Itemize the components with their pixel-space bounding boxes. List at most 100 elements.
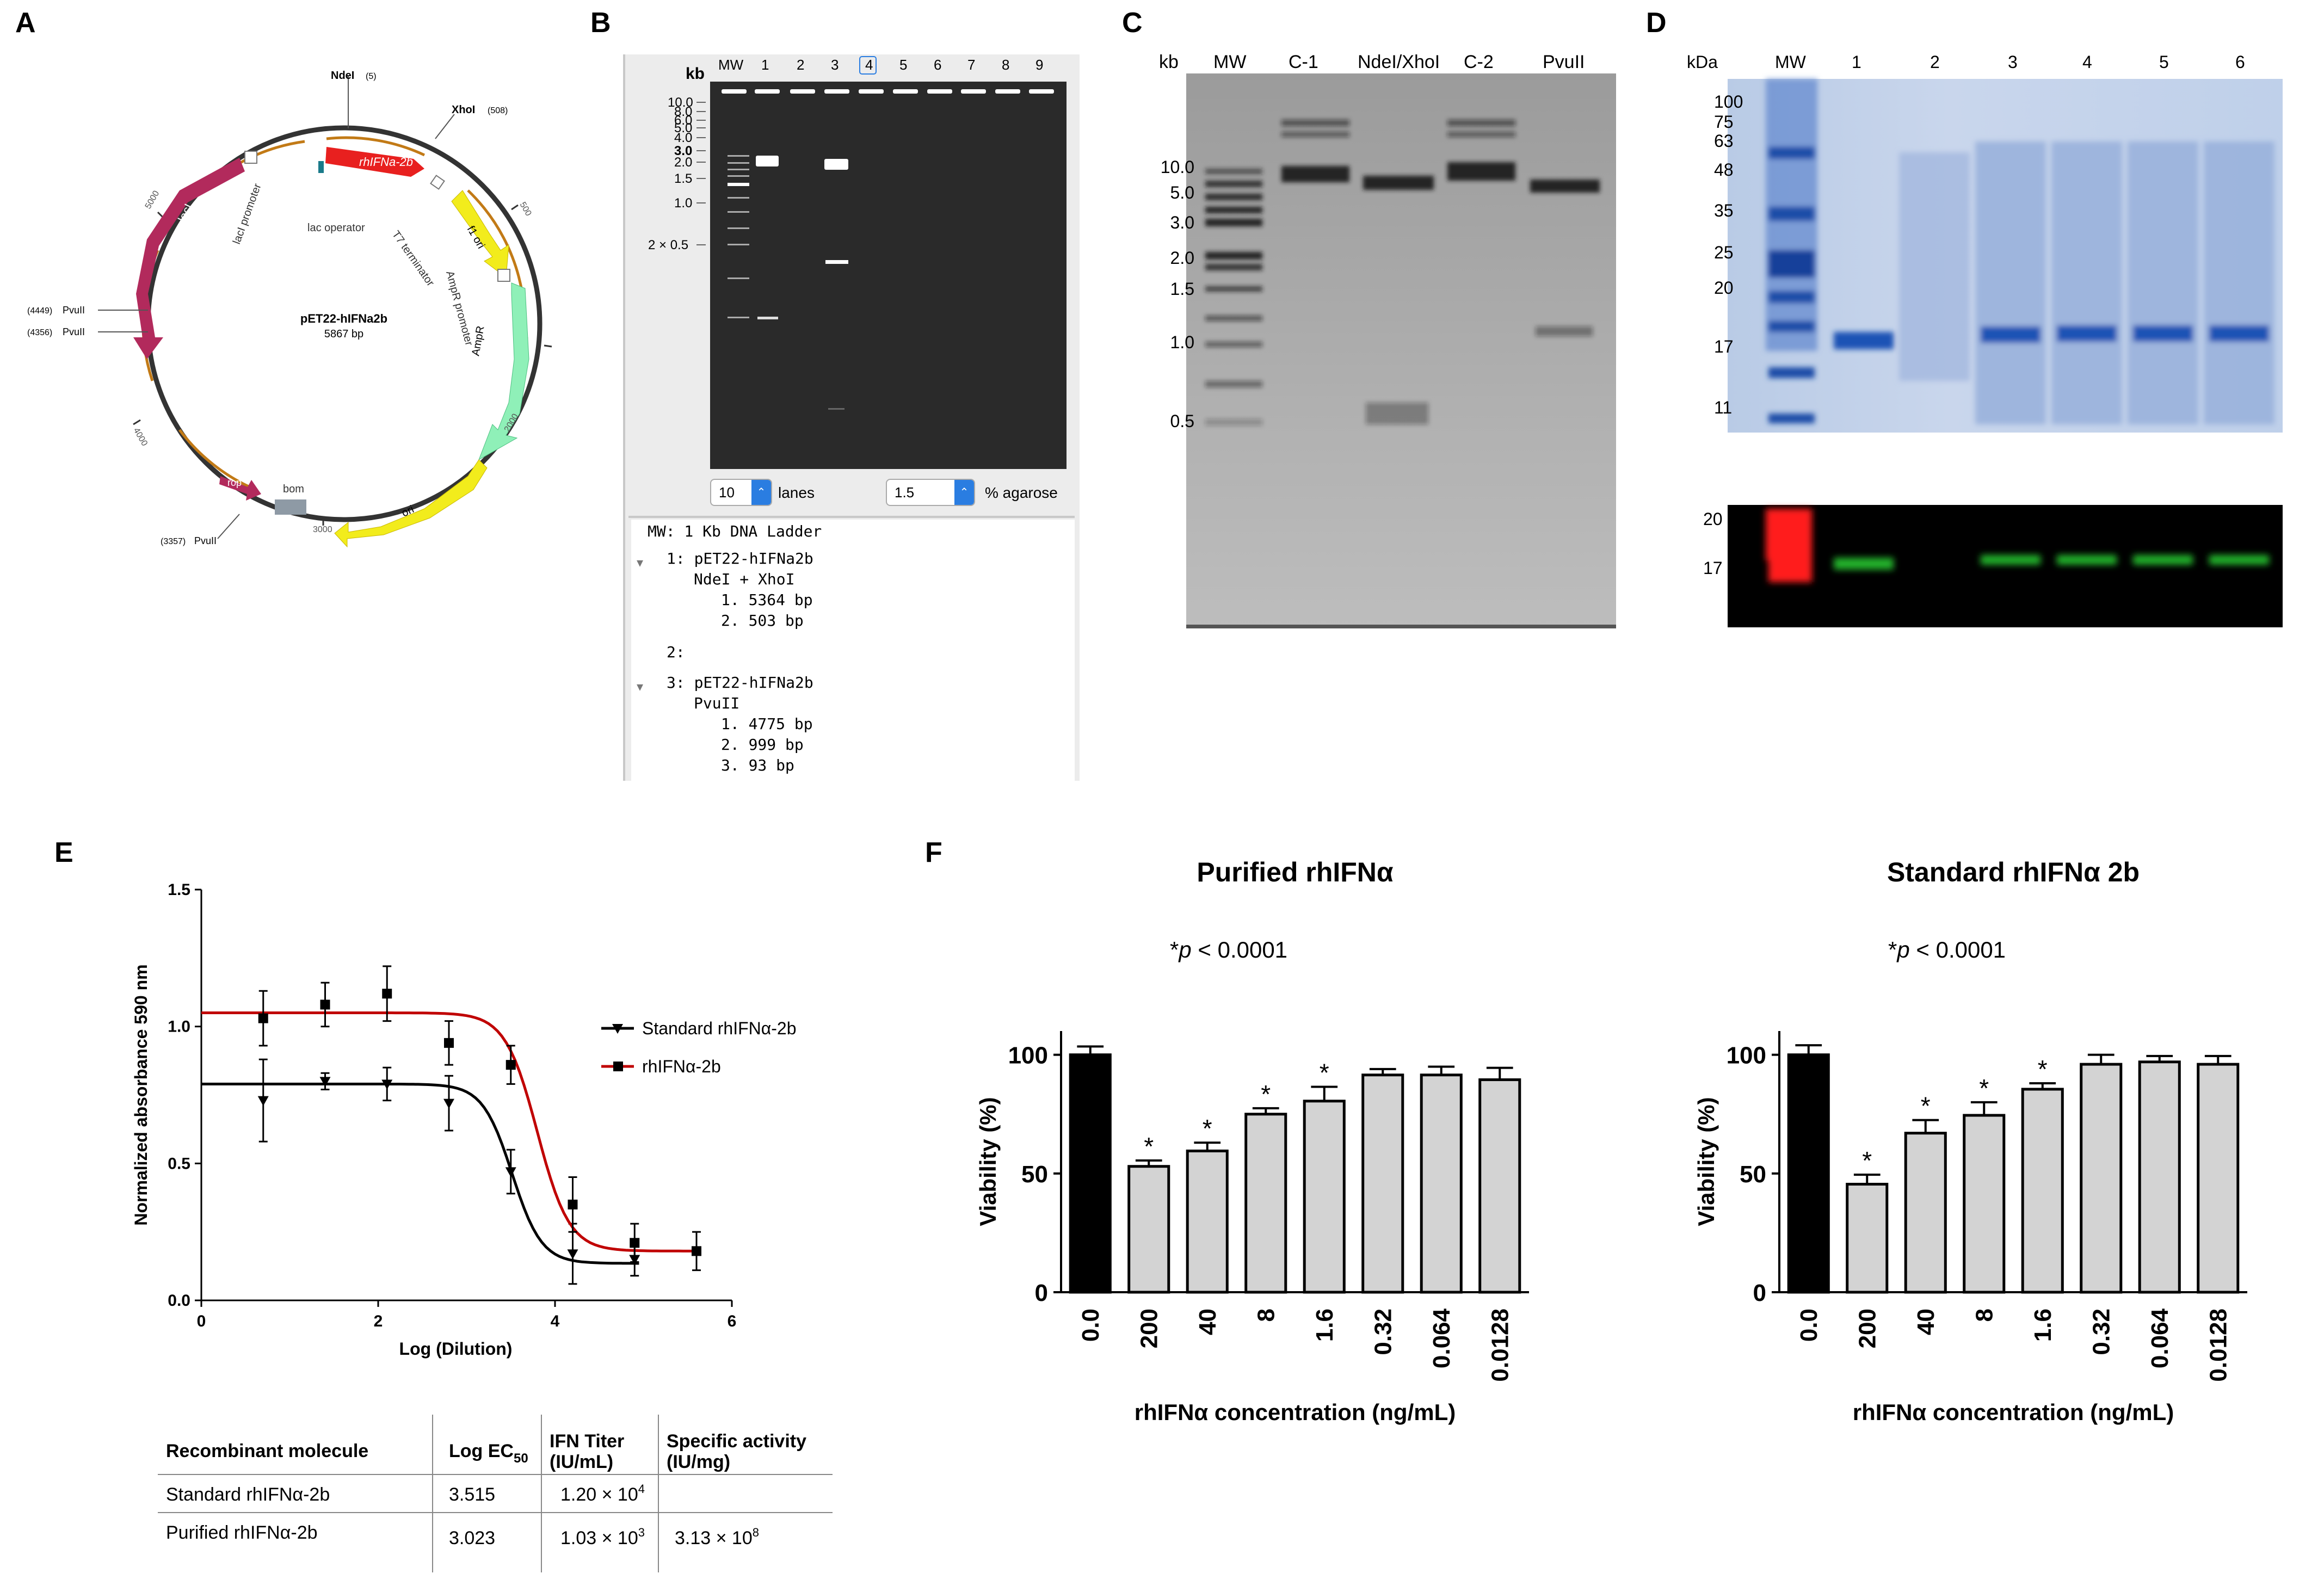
- lanes-label: lanes: [778, 484, 815, 501]
- agarose-select[interactable]: 1.5 ⌃: [886, 479, 975, 506]
- f-sig-star: *: [1203, 1114, 1212, 1143]
- collapse-icon-3[interactable]: ▼: [637, 680, 644, 693]
- site-pvuii-2: PvuII: [63, 326, 85, 337]
- e-point-triangle: [257, 1096, 269, 1106]
- feature-bom-label: bom: [283, 483, 304, 495]
- f-x-tick: 0.0: [1077, 1309, 1104, 1342]
- t7-terminator-box: [430, 175, 445, 190]
- gelB-well: [824, 89, 849, 94]
- f-bar: [1420, 1073, 1463, 1294]
- gelB-ladder-band: [728, 169, 749, 170]
- gelB-lane-label-4: 4: [865, 57, 873, 73]
- gelB-band-lane3-4775: [824, 159, 848, 170]
- e-x-tick: 0: [197, 1312, 206, 1330]
- e-point-square: [568, 1199, 578, 1210]
- feature-ampr-arrow: [478, 282, 529, 461]
- feature-laci-arrow: [133, 158, 245, 359]
- e-x-tick: 4: [551, 1312, 560, 1330]
- f-x-tick: 0.0128: [2205, 1309, 2231, 1382]
- gelD-lane-label: 5: [2159, 52, 2169, 72]
- gel-b-svg: kb MW 1 2 3 4 5 6 7 8 9 10.08.06.05.04.03.02.01.5…: [648, 56, 1054, 410]
- f-y-tick: 0: [1035, 1280, 1048, 1306]
- table-header-molecule: Recombinant molecule: [166, 1441, 368, 1461]
- ampr-promoter-box: [497, 269, 510, 282]
- arc-ifn: [326, 136, 426, 157]
- gelC-ladder-label: 10.0: [1161, 157, 1194, 177]
- gelD-lane-label: 3: [2008, 52, 2018, 72]
- gelD-marker-label: 25: [1714, 243, 1734, 262]
- e-y-tick: 1.0: [168, 1018, 190, 1036]
- chart-f-standard: Standard rhIFNα 2b *p < 0.0001 0 50 100 Viabi…: [1693, 857, 2247, 1425]
- e-y-tick: 0.0: [168, 1292, 190, 1310]
- e-point-square: [444, 1038, 454, 1048]
- e-y-tick: 0.5: [168, 1155, 190, 1173]
- gelB-lane-label-MW: MW: [718, 57, 744, 73]
- f-x-tick: 1.6: [1311, 1309, 1338, 1342]
- feature-ori-arrow: [334, 459, 488, 548]
- table-header-activity: Specific activity: [667, 1431, 806, 1452]
- collapse-icon-1[interactable]: ▼: [637, 556, 644, 569]
- gelD-marker-label: 75: [1714, 112, 1734, 132]
- gelD-wb-marker-label: 17: [1703, 558, 1723, 578]
- gelB-ladder-band: [728, 227, 749, 229]
- gelC-lane-label: NdeI/XhoI: [1358, 52, 1440, 72]
- f-x-tick: 0.32: [2088, 1309, 2115, 1355]
- f-annotation: *p < 0.0001: [1888, 937, 2006, 962]
- svg-text:5000: 5000: [144, 189, 162, 211]
- gelB-well: [927, 89, 952, 94]
- f-x-label: rhIFNα concentration (ng/mL): [1853, 1399, 2174, 1425]
- gelB-lane-label-8: 8: [1002, 57, 1009, 73]
- f-sig-star: *: [1979, 1074, 1989, 1102]
- gelB-lane-label-7: 7: [967, 57, 975, 73]
- lac-operator-box: [318, 161, 324, 173]
- gelD-marker-label: 17: [1714, 337, 1734, 356]
- gelD-marker-label: 63: [1714, 131, 1734, 151]
- agarose-dropdown-icon[interactable]: ⌃: [954, 480, 974, 505]
- f-x-tick: 1.6: [2030, 1309, 2056, 1342]
- e-point-triangle: [319, 1077, 331, 1087]
- svg-text:4000: 4000: [132, 427, 150, 448]
- feature-rop: [219, 476, 261, 501]
- plasmid-name: pET22-hIFNa2b: [300, 312, 387, 325]
- feature-rop-label: rop: [227, 477, 242, 488]
- svg-text:500: 500: [518, 201, 533, 218]
- gelD-marker-label: 20: [1714, 278, 1734, 298]
- gelD-marker-label: 35: [1714, 201, 1734, 220]
- feature-ifn-label: rhIFNa-2b: [359, 155, 413, 169]
- e-x-label: Log (Dilution): [399, 1339, 513, 1359]
- f-title: Purified rhIFNα: [1197, 857, 1394, 887]
- gelC-lane-label: PvuII: [1543, 52, 1585, 72]
- gelB-lane-label-9: 9: [1035, 57, 1043, 73]
- table-row2-molecule: Purified rhIFNα-2b: [166, 1522, 318, 1543]
- e-point-triangle: [443, 1099, 454, 1109]
- f-title: Standard rhIFNα 2b: [1887, 857, 2140, 887]
- f-y-tick: 100: [1008, 1042, 1048, 1069]
- f-y-tick: 50: [1021, 1161, 1048, 1188]
- lanes-select[interactable]: 10 ⌃: [710, 479, 772, 506]
- gelB-band-lane3-999: [825, 260, 848, 264]
- lanes-dropdown-icon[interactable]: ⌃: [751, 480, 771, 505]
- f-x-tick: 40: [1194, 1309, 1221, 1335]
- gelB-well: [859, 89, 884, 94]
- f-bar: [2021, 1088, 2064, 1294]
- gelB-ladder-label: 2.0: [674, 155, 692, 170]
- gelC-ladder-label: 1.5: [1170, 279, 1194, 299]
- agarose-label: % agarose: [985, 484, 1058, 501]
- e-point-square: [320, 999, 330, 1010]
- f-x-label: rhIFNα concentration (ng/mL): [1135, 1399, 1456, 1425]
- gelB-ladder-label: 5.0: [674, 121, 692, 135]
- site-pvuii-1-pos: (4449): [27, 306, 52, 316]
- gelB-selected-lane[interactable]: [859, 56, 877, 75]
- table-row1-molecule: Standard rhIFNα-2b: [166, 1484, 330, 1505]
- f-bar: [2080, 1063, 2123, 1294]
- table-header-titer: IFN Titer: [550, 1431, 624, 1452]
- f-annotation: *p < 0.0001: [1170, 937, 1287, 962]
- gel-b-legend: MW: 1 Kb DNA Ladder ▼ 1: pET22-hIFNa2b N…: [631, 520, 1075, 781]
- site-pvuii-1: PvuII: [63, 305, 85, 316]
- gelB-kb-header: kb: [686, 65, 705, 83]
- site-pvuii-2-pos: (4356): [27, 328, 52, 337]
- f-y-label: Viability (%): [975, 1097, 1001, 1226]
- f-bar: [2138, 1060, 2181, 1294]
- table-row2-logec: 3.023: [449, 1528, 495, 1548]
- table-row2-activity: 3.13 × 108: [675, 1526, 759, 1548]
